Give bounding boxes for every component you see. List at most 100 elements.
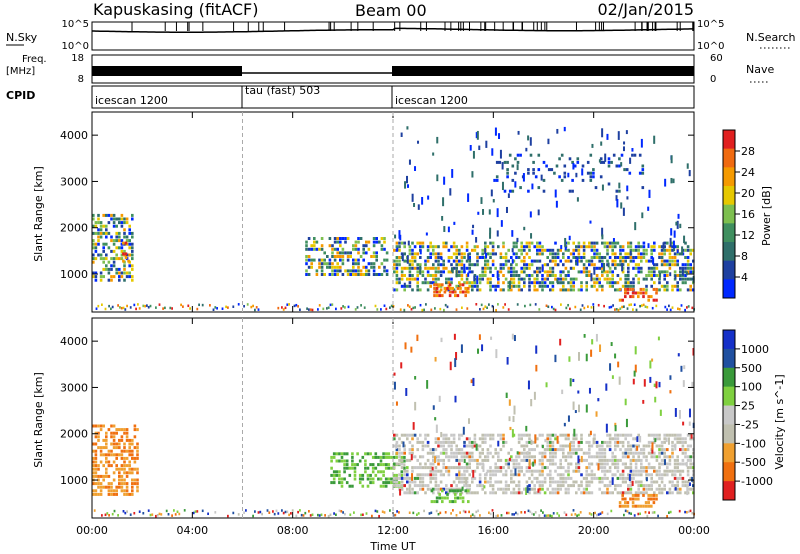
heatmap-cell [671, 241, 674, 245]
heatmap-cell [416, 252, 419, 256]
heatmap-cell [645, 469, 648, 473]
heatmap-cell [585, 469, 588, 473]
heatmap-cell [410, 454, 413, 461]
heatmap-cell [652, 298, 656, 302]
heatmap-cell [456, 294, 460, 298]
heatmap-cell [390, 455, 393, 459]
heatmap-cell [110, 239, 113, 243]
heatmap-cell [536, 270, 539, 274]
heatmap-cell [577, 390, 580, 394]
heatmap-cell [556, 435, 559, 444]
heatmap-cell [608, 241, 612, 245]
heatmap-cell [681, 444, 685, 448]
heatmap-cell [458, 281, 461, 285]
heatmap-cell [497, 455, 500, 459]
heatmap-cell [556, 256, 560, 259]
heatmap-cell [489, 232, 492, 239]
heatmap-cell [439, 480, 443, 484]
heatmap-cell [349, 273, 352, 276]
heatmap-cell [679, 437, 682, 441]
heatmap-cell [105, 456, 108, 460]
heatmap-cell [666, 274, 669, 277]
heatmap-cell [356, 306, 359, 309]
heatmap-cell [517, 284, 521, 288]
heatmap-cell [520, 266, 523, 270]
heatmap-cell [455, 487, 458, 491]
heatmap-cell [619, 256, 622, 259]
heatmap-cell [466, 307, 469, 310]
heatmap-cell [551, 266, 555, 270]
heatmap-cell [94, 224, 98, 228]
heatmap-cell [471, 444, 474, 449]
heatmap-cell [102, 267, 105, 271]
heatmap-cell [533, 288, 536, 292]
heatmap-cell [434, 281, 438, 285]
heatmap-cell [110, 307, 112, 311]
heatmap-cell [546, 473, 549, 477]
heatmap-cell [511, 333, 514, 340]
heatmap-cell [623, 141, 626, 145]
heatmap-cell [295, 303, 298, 307]
heatmap-cell [497, 303, 499, 306]
heatmap-cell [675, 221, 678, 226]
heatmap-cell [383, 269, 386, 273]
heatmap-cell [105, 485, 108, 489]
heatmap-cell [551, 451, 555, 455]
heatmap-cell [396, 247, 399, 252]
heatmap-cell [455, 256, 458, 259]
heatmap-cell [481, 256, 484, 259]
heatmap-cell [478, 256, 482, 259]
heatmap-cell [507, 451, 510, 455]
heatmap-cell [113, 509, 116, 513]
heatmap-cell [94, 442, 98, 446]
heatmap-cell [651, 306, 654, 310]
heatmap-cell [628, 171, 632, 175]
heatmap-cell [497, 514, 499, 517]
heatmap-cell [679, 448, 682, 452]
heatmap-cell [580, 480, 583, 484]
heatmap-cell [674, 443, 677, 451]
heatmap-cell [606, 133, 609, 140]
heatmap-cell [421, 480, 425, 484]
heatmap-cell [598, 266, 601, 270]
heatmap-cell [590, 241, 594, 245]
heatmap-cell [629, 250, 632, 256]
heatmap-cell [540, 509, 542, 512]
heatmap-cell [419, 288, 422, 292]
heatmap-cell [120, 221, 124, 225]
heatmap-cell [668, 266, 672, 270]
heatmap-cell [530, 274, 534, 277]
heatmap-cell [105, 228, 108, 232]
heatmap-cell [357, 251, 360, 255]
heatmap-cell [668, 458, 672, 462]
heatmap-cell [433, 283, 436, 287]
heatmap-cell [475, 510, 478, 514]
heatmap-cell [401, 254, 404, 262]
heatmap-cell [110, 275, 113, 279]
heatmap-cell [393, 266, 396, 270]
heatmap-cell [611, 259, 614, 263]
heatmap-cell [536, 259, 539, 263]
heatmap-cell [692, 248, 695, 252]
heatmap-cell [102, 231, 105, 235]
heatmap-cell [468, 418, 471, 424]
heatmap-cell [486, 306, 488, 310]
heatmap-cell [627, 284, 630, 288]
heatmap-cell [671, 451, 674, 455]
heatmap-cell [551, 476, 555, 480]
heatmap-cell [556, 484, 560, 488]
heatmap-cell [357, 269, 360, 273]
heatmap-cell [585, 288, 588, 292]
heatmap-cell [608, 270, 612, 274]
heatmap-cell [390, 466, 393, 470]
heatmap-cell [504, 480, 508, 484]
heatmap-cell [564, 469, 568, 473]
heatmap-cell [634, 493, 637, 497]
heatmap-cell [515, 245, 518, 249]
heatmap-cell [102, 257, 105, 261]
heatmap-cell [627, 274, 630, 277]
heatmap-cell [614, 425, 617, 432]
heatmap-cell [596, 513, 598, 517]
heatmap-cell [659, 409, 662, 416]
heatmap-cell [640, 256, 643, 259]
